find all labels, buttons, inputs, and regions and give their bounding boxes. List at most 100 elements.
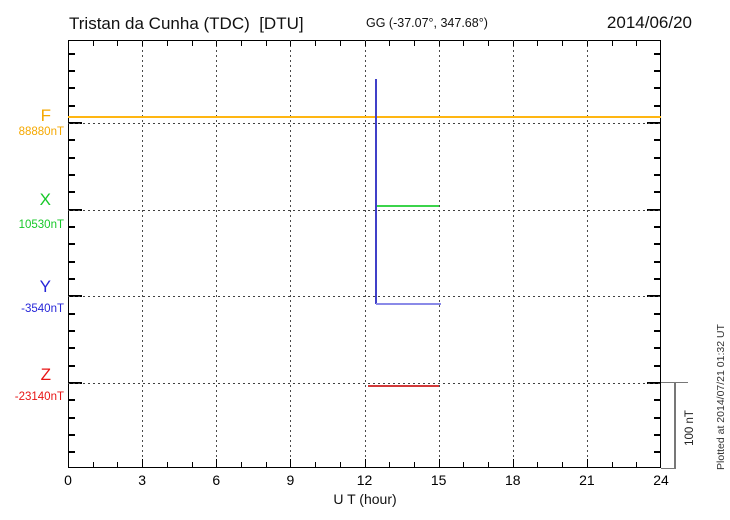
top-axis-tick [438,41,440,46]
bottom-axis-tick [339,462,341,467]
bottom-axis-tick [265,462,267,467]
top-axis-tick [512,41,514,46]
left-axis-tick [69,191,75,194]
left-axis-tick [69,312,75,315]
top-axis-tick [265,41,267,46]
top-axis-tick [364,41,366,46]
bottom-axis-tick [636,462,638,467]
trace-F [68,115,661,118]
top-axis-tick [537,41,539,46]
x-tick-label-3: 3 [138,472,147,488]
left-axis-tick [69,260,75,263]
right-axis-tick [654,139,660,142]
bottom-axis-tick [512,459,514,467]
right-axis-tick [654,312,660,315]
scale-bar-vertical [674,382,676,468]
left-axis-tick [69,451,75,454]
top-axis-tick [191,41,193,46]
x-tick-label-15: 15 [430,472,447,488]
bottom-axis-tick [166,462,168,467]
gridline-hour-3 [142,40,144,468]
bottom-axis-tick [216,459,218,467]
x-tick-label-24: 24 [653,472,669,488]
left-axis-tick [69,364,75,367]
bottom-axis-tick [290,459,292,467]
bottom-axis-tick [389,462,391,467]
left-axis-tick [69,433,75,436]
bottom-axis-tick [315,462,317,467]
top-axis-tick [166,41,168,46]
top-axis-tick [142,41,144,46]
right-axis-tick [654,364,660,367]
top-axis-tick [463,41,465,46]
bottom-axis-tick [611,462,613,467]
bottom-axis-tick [413,462,415,467]
left-axis-tick [69,277,75,280]
x-tick-label-21: 21 [579,472,595,488]
top-axis-tick [562,41,564,46]
left-axis-tick [69,156,75,159]
bottom-axis-tick [240,462,242,467]
left-axis-tick [69,70,75,72]
page-title: Tristan da Cunha (TDC) [DTU] [69,14,304,33]
bottom-axis-tick [562,462,564,467]
bottom-axis-tick [586,459,588,467]
right-axis-tick [654,191,660,194]
right-axis-tick [654,173,660,176]
left-axis-tick [69,381,82,384]
top-axis-tick [315,41,317,46]
top-axis-tick [216,41,218,46]
gridline-hour-9 [290,40,292,468]
bottom-axis-tick [438,459,440,467]
right-axis-tick [654,104,660,107]
top-axis-tick [290,41,292,46]
bottom-axis-tick [142,459,144,467]
scale-bar-bottom-cap [661,468,676,469]
left-axis-tick [69,225,75,228]
bottom-axis-tick [488,462,490,467]
x-tick-label-9: 9 [286,472,295,488]
gridline-hour-15 [438,40,440,468]
right-axis-tick [654,347,660,350]
channel-value-Y: -3540nT [21,303,64,315]
channel-label-F: F [40,106,51,125]
top-axis-tick [586,41,588,46]
right-axis-tick [654,52,660,55]
channel-value-F: 88880nT [18,126,64,138]
x-tick-label-0: 0 [64,472,72,488]
baseline-Z [68,383,661,384]
left-axis-tick [69,139,75,142]
right-axis-tick [654,399,660,402]
left-axis-tick [69,87,75,90]
channel-value-Z: -23140nT [14,391,64,403]
right-axis-tick [654,260,660,263]
channel-label-Z: Z [40,365,51,384]
gridline-hour-6 [216,40,218,468]
right-axis-tick [654,416,660,419]
bottom-axis-tick [463,462,465,467]
x-tick-label-6: 6 [212,472,221,488]
top-axis-tick [636,41,638,46]
date-label: 2014/06/20 [606,13,692,32]
right-axis-tick [647,208,660,211]
trace-Y [376,303,441,306]
channel-label-Y: Y [39,277,51,296]
top-axis-tick [339,41,341,46]
right-axis-tick [654,451,660,454]
right-axis-tick [654,329,660,332]
bottom-axis-tick [92,462,94,467]
left-axis-tick [69,173,75,176]
top-axis-tick [488,41,490,46]
geographic-coordinates-label: GG (-37.07°, 347.68°) [366,16,488,30]
trace-Y-spike [375,78,378,305]
right-axis-tick [654,87,660,90]
right-axis-tick [654,243,660,246]
baseline-F [68,123,661,124]
right-axis-tick [654,225,660,228]
baseline-X [68,209,661,211]
left-axis-tick [69,347,75,350]
left-axis-tick [69,104,75,107]
left-axis-tick [69,416,75,419]
